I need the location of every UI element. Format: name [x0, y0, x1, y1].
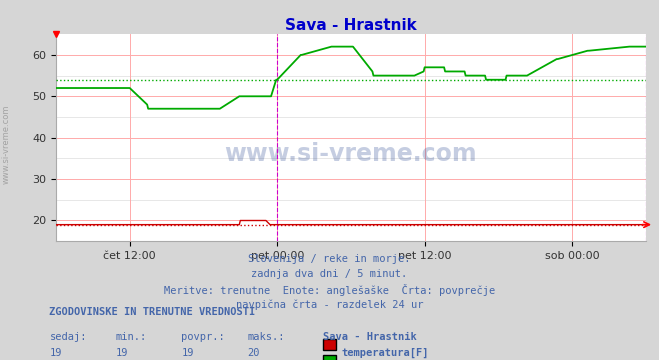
Text: 19: 19 — [49, 348, 62, 358]
Text: ZGODOVINSKE IN TRENUTNE VREDNOSTI: ZGODOVINSKE IN TRENUTNE VREDNOSTI — [49, 307, 256, 317]
Text: temperatura[F]: temperatura[F] — [341, 348, 429, 358]
Text: Sava - Hrastnik: Sava - Hrastnik — [323, 332, 416, 342]
Text: 19: 19 — [115, 348, 128, 358]
Text: povpr.:: povpr.: — [181, 332, 225, 342]
Text: min.:: min.: — [115, 332, 146, 342]
Text: maks.:: maks.: — [247, 332, 285, 342]
Text: www.si-vreme.com: www.si-vreme.com — [225, 142, 477, 166]
Text: Slovenija / reke in morje.: Slovenija / reke in morje. — [248, 254, 411, 264]
Text: navpična črta - razdelek 24 ur: navpična črta - razdelek 24 ur — [236, 299, 423, 310]
Text: 19: 19 — [181, 348, 194, 358]
Text: 20: 20 — [247, 348, 260, 358]
Text: Meritve: trenutne  Enote: anglešaške  Črta: povprečje: Meritve: trenutne Enote: anglešaške Črta… — [164, 284, 495, 296]
Text: sedaj:: sedaj: — [49, 332, 87, 342]
Text: zadnja dva dni / 5 minut.: zadnja dva dni / 5 minut. — [251, 269, 408, 279]
Title: Sava - Hrastnik: Sava - Hrastnik — [285, 18, 416, 33]
Text: www.si-vreme.com: www.si-vreme.com — [2, 104, 11, 184]
